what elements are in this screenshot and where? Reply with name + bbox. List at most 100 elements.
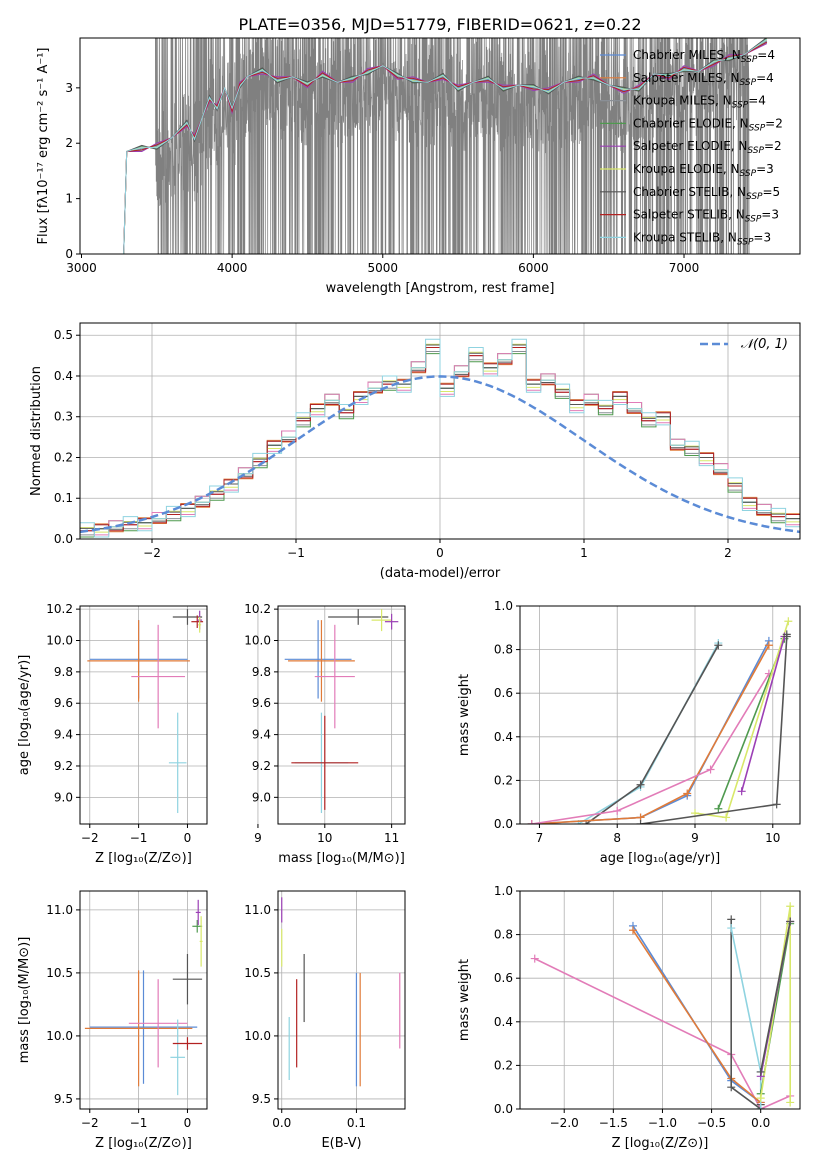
axes: 7 8 9 10 0.0 0.2 0.4 0.6 0.8 1.0 age [log₁₀(age/yr… <box>457 599 801 866</box>
x-tick-label: −0.5 <box>697 1116 726 1130</box>
x-tick-label: 10 <box>317 831 332 845</box>
plot-area <box>84 899 203 1096</box>
y-tick-label: 0.8 <box>494 643 513 657</box>
y-tick-label: 9.8 <box>252 665 271 679</box>
errorbar-point <box>328 609 389 625</box>
legend: 𝒩(0, 1) <box>700 337 788 352</box>
mass-vs-metallicity-panel: −2 −1 0 9.5 10.0 10.5 11.0 Z [log₁₀(Z/Z⊙)] mass … <box>17 890 208 1151</box>
y-tick-label: 1.0 <box>494 599 513 613</box>
plot-area <box>530 902 795 1109</box>
figure-title: PLATE=0356, MJD=51779, FIBERID=0621, z=0… <box>238 15 641 34</box>
mass-weight-line <box>531 673 770 824</box>
axes-frame <box>277 890 406 1110</box>
legend-label-count: =2 <box>764 139 782 153</box>
x-axis-label: Z [log₁₀(Z/Z⊙)] <box>95 1136 192 1151</box>
errorbar-point <box>87 620 190 702</box>
y-tick-label: 9.6 <box>54 696 73 710</box>
mass-weight-marker <box>784 617 793 626</box>
axes: −2.0 −1.5 −1.0 −0.5 0.0 0.0 0.2 0.4 0.6 0.8 1.0 Z [… <box>457 884 801 1151</box>
legend-label-count: =5 <box>763 185 781 199</box>
errorbar-point <box>172 1037 203 1050</box>
legend-label-text: Salpeter ELODIE, N <box>633 139 747 153</box>
mass-weight-marker <box>613 806 622 815</box>
axes-frame <box>519 890 801 1110</box>
mass-weight-marker <box>530 954 539 963</box>
legend-label-text: Chabrier ELODIE, N <box>633 116 749 130</box>
x-axis-label: E(B-V) <box>321 1136 361 1151</box>
mass-weight-marker <box>786 917 795 926</box>
mass-weight-marker <box>714 641 723 650</box>
legend-label-subscript: SSP <box>745 215 762 225</box>
x-tick-label: 6000 <box>518 261 549 275</box>
mass-weight-marker <box>527 820 536 824</box>
errorbar-point <box>168 712 187 814</box>
plot-area <box>281 897 401 1087</box>
mass-weight-line <box>740 636 786 792</box>
y-tick-label: 0.2 <box>494 1058 513 1072</box>
y-tick-label: 0.0 <box>494 817 513 831</box>
y-tick-label: 9.5 <box>54 1092 73 1106</box>
y-tick-label: 11.0 <box>244 903 271 917</box>
x-tick-label: −1.5 <box>599 1116 628 1130</box>
errorbar-point <box>384 613 399 630</box>
mass-weight-line <box>759 921 791 1073</box>
mass-weight-marker <box>727 1083 736 1092</box>
axes: 3000 4000 5000 6000 7000 0 1 2 3 wavelength [Angs… <box>36 37 801 296</box>
legend-label-subscript: SSP <box>747 146 764 156</box>
legend-label-count: =4 <box>748 94 766 108</box>
y-tick-label: 0.0 <box>494 1102 513 1116</box>
y-tick-label: 0.8 <box>494 928 513 942</box>
y-tick-label: 0.4 <box>54 369 73 383</box>
y-tick-label: 9.5 <box>252 1092 271 1106</box>
normal-distribution-curve <box>80 375 800 534</box>
y-tick-label: 0.6 <box>494 686 513 700</box>
mass-weight-vs-metallicity-panel: −2.0 −1.5 −1.0 −0.5 0.0 0.0 0.2 0.4 0.6 0.8 1.0 Z [… <box>457 884 801 1151</box>
mass-weight-marker <box>727 915 736 924</box>
mass-weight-marker <box>756 1105 765 1109</box>
y-axis-label: age [log₁₀(age/yr)] <box>17 655 32 776</box>
axes: −2 −1 0 1 2 0.0 0.1 0.2 0.3 0.4 0.5 (data-model)/er… <box>29 322 801 581</box>
axes-frame <box>79 890 208 1110</box>
y-tick-label: 9.4 <box>54 728 73 742</box>
x-tick-label: 4000 <box>217 261 248 275</box>
mass-weight-marker <box>727 924 736 933</box>
y-tick-label: 0.4 <box>494 730 513 744</box>
legend-label: Salpeter ELODIE, NSSP=2 <box>633 139 782 156</box>
x-tick-label: −2 <box>143 546 161 560</box>
x-tick-label: −2.0 <box>550 1116 579 1130</box>
errorbar-point <box>291 715 359 810</box>
x-axis-label: wavelength [Angstrom, rest frame] <box>326 281 555 296</box>
x-tick-label: −1 <box>130 831 148 845</box>
mass-weight-marker <box>722 813 731 822</box>
y-tick-label: 10.5 <box>244 966 271 980</box>
mass-weight-marker <box>683 789 692 798</box>
legend-label-text: Salpeter MILES, N <box>633 71 740 85</box>
grid <box>80 606 207 824</box>
mass-weight-marker <box>628 926 637 935</box>
mass-vs-ebv-panel: 0.0 0.1 9.5 10.0 10.5 11.0 E(B-V) <box>244 890 406 1151</box>
x-tick-label: −1 <box>130 1116 148 1130</box>
x-tick-label: 0.1 <box>347 1116 366 1130</box>
y-tick-label: 9.6 <box>252 696 271 710</box>
legend-label-count: =4 <box>757 48 775 62</box>
y-tick-label: 0.0 <box>54 532 73 546</box>
x-tick-label: 3000 <box>66 261 97 275</box>
errorbar-point <box>192 919 203 933</box>
legend-label-text: Chabrier MILES, N <box>633 48 741 62</box>
legend-label-subscript: SSP <box>740 78 757 88</box>
x-tick-label: 2 <box>724 546 732 560</box>
mass-weight-marker <box>706 765 715 774</box>
x-tick-label: 7 <box>536 831 544 845</box>
age-vs-mass-panel: 9 10 11 9.0 9.2 9.4 9.6 9.8 10.0 10.2 mass [log₁₀(… <box>244 602 406 866</box>
mass-weight-marker <box>772 800 781 809</box>
mass-weight-marker <box>756 1094 765 1103</box>
residual-histogram-step <box>80 338 800 538</box>
grid <box>257 606 405 824</box>
mass-weight-marker <box>714 804 723 813</box>
legend-label-text: Kroupa MILES, N <box>633 94 732 108</box>
plot-area <box>284 609 399 814</box>
legend-label-subscript: SSP <box>741 55 758 65</box>
y-tick-label: 1 <box>65 192 73 206</box>
legend-label: Chabrier MILES, NSSP=4 <box>633 48 775 65</box>
y-tick-label: 9.4 <box>252 728 271 742</box>
